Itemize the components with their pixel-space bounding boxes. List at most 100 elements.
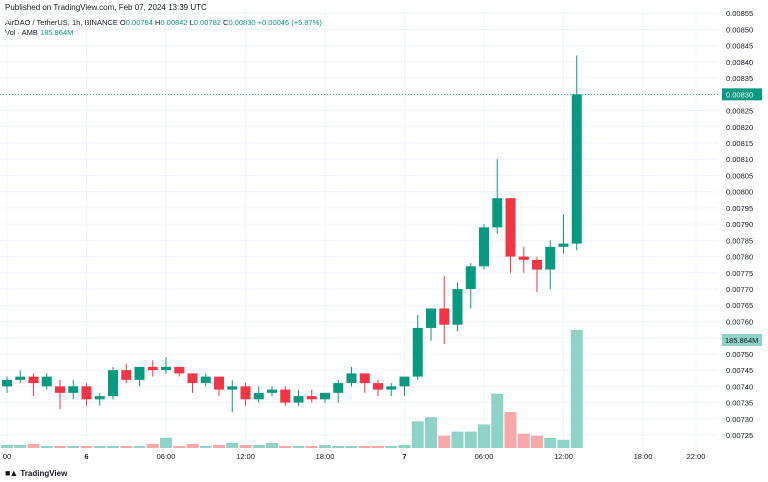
volume-bar xyxy=(372,445,384,448)
open-value: 0.00784 xyxy=(125,18,153,27)
candle-body xyxy=(439,308,450,325)
candle-body xyxy=(399,376,410,387)
candle-body xyxy=(187,373,198,384)
candle-body xyxy=(28,376,39,384)
volume-bar xyxy=(464,431,477,448)
price-tick-label: 0.00825 xyxy=(726,107,753,116)
volume-bar xyxy=(67,445,80,448)
candle-body xyxy=(465,266,476,290)
volume-bar xyxy=(14,444,27,448)
candle-body xyxy=(505,198,516,257)
candle-body xyxy=(161,366,171,371)
price-tick-label: 0.00845 xyxy=(726,42,753,51)
volume-bar xyxy=(40,445,53,448)
candle-body xyxy=(492,198,503,228)
candle-body xyxy=(571,94,582,244)
candle-body xyxy=(293,396,304,403)
volume-bar xyxy=(120,445,133,448)
candle-body xyxy=(108,370,118,397)
volume-bar xyxy=(385,445,398,448)
low-value: 0.00782 xyxy=(193,18,221,27)
candle-body xyxy=(240,386,251,400)
candle-body xyxy=(55,386,65,393)
candle-body xyxy=(2,379,12,387)
volume-bar xyxy=(570,330,583,448)
price-tick-label: 0.00800 xyxy=(726,188,753,197)
price-tick-label: 0.00770 xyxy=(726,285,753,294)
volume-bar xyxy=(504,412,517,448)
volume-bar xyxy=(27,443,40,448)
candle-body xyxy=(373,383,383,390)
volume-bar xyxy=(557,439,570,448)
candle-body xyxy=(121,370,132,380)
candle-body xyxy=(333,383,344,393)
price-tick-label: 0.00780 xyxy=(726,253,753,262)
price-tick-label: 0.00730 xyxy=(726,415,753,424)
volume-bar xyxy=(332,445,345,448)
brand-name: TradingView xyxy=(20,468,68,478)
candle-body xyxy=(545,246,556,270)
candle-body xyxy=(426,308,436,328)
candle-body xyxy=(412,327,423,377)
price-tick-label: 0.00750 xyxy=(726,350,753,359)
candle-body xyxy=(359,373,370,384)
price-tick-label: 0.00805 xyxy=(726,171,753,180)
volume-bar xyxy=(93,445,106,448)
candle-body xyxy=(81,386,92,400)
candle-body xyxy=(200,376,211,384)
volume-bar xyxy=(266,442,278,448)
time-tick-label: 6 xyxy=(84,452,88,461)
volume-bar xyxy=(186,443,199,448)
close-value: 0.00830 xyxy=(228,18,256,27)
candle-body xyxy=(94,396,105,400)
candle-body xyxy=(214,376,224,390)
volume-bar xyxy=(425,417,437,448)
candle-body xyxy=(386,386,397,390)
price-tick-label: 0.00820 xyxy=(726,123,753,132)
volume-bar xyxy=(226,442,239,448)
volume-bar xyxy=(358,445,371,448)
volume-bar xyxy=(160,437,172,448)
time-tick-label: 12:00 xyxy=(554,452,573,461)
high-label: H xyxy=(154,18,161,27)
close-label: C xyxy=(223,18,229,27)
price-tick-label: 0.00790 xyxy=(726,220,753,229)
time-tick-label: 18:00 xyxy=(316,452,335,461)
candle-body xyxy=(227,386,238,390)
candle-body xyxy=(452,289,463,325)
volume-bar xyxy=(438,435,451,448)
volume-bar xyxy=(107,445,119,448)
published-caption: Published on TradingView.com, Feb 07, 20… xyxy=(5,3,207,12)
candle-body xyxy=(518,256,529,260)
candle-body xyxy=(68,386,79,393)
volume-bar xyxy=(1,444,13,448)
time-tick-label: 7 xyxy=(402,452,406,461)
volume-bar xyxy=(252,444,265,448)
candle-body xyxy=(267,389,277,393)
volume-bar xyxy=(345,445,358,448)
price-tick-label: 0.00795 xyxy=(726,204,753,213)
candle-body xyxy=(346,373,357,384)
candle-body xyxy=(320,392,330,400)
volume-bar xyxy=(531,435,543,448)
price-tick-label: 0.00740 xyxy=(726,382,753,391)
symbol-legend: AirDAO / TetherUS, 1h, BINANCE O0.00784 … xyxy=(5,18,322,27)
volume-bar xyxy=(319,444,331,448)
high-value: 0.00842 xyxy=(160,18,188,27)
price-tick-label: 0.00725 xyxy=(726,431,753,440)
tradingview-logo: ■▲ TradingView xyxy=(5,468,67,478)
volume-bar xyxy=(517,433,530,448)
volume-bar xyxy=(80,445,93,448)
candle-body xyxy=(479,227,489,267)
price-tick-label: 0.00760 xyxy=(726,317,753,326)
price-tick-label: 0.00835 xyxy=(726,74,753,83)
candle-body xyxy=(134,366,145,380)
time-tick-label: 18:00 xyxy=(634,452,653,461)
volume-legend: Vol · AMB 185.864M xyxy=(5,28,73,37)
price-tick-label: 0.00850 xyxy=(726,25,753,34)
candle-body xyxy=(41,376,52,387)
candle-body xyxy=(253,392,264,400)
volume-bar xyxy=(292,445,305,448)
price-tick-label: 0.00810 xyxy=(726,155,753,164)
